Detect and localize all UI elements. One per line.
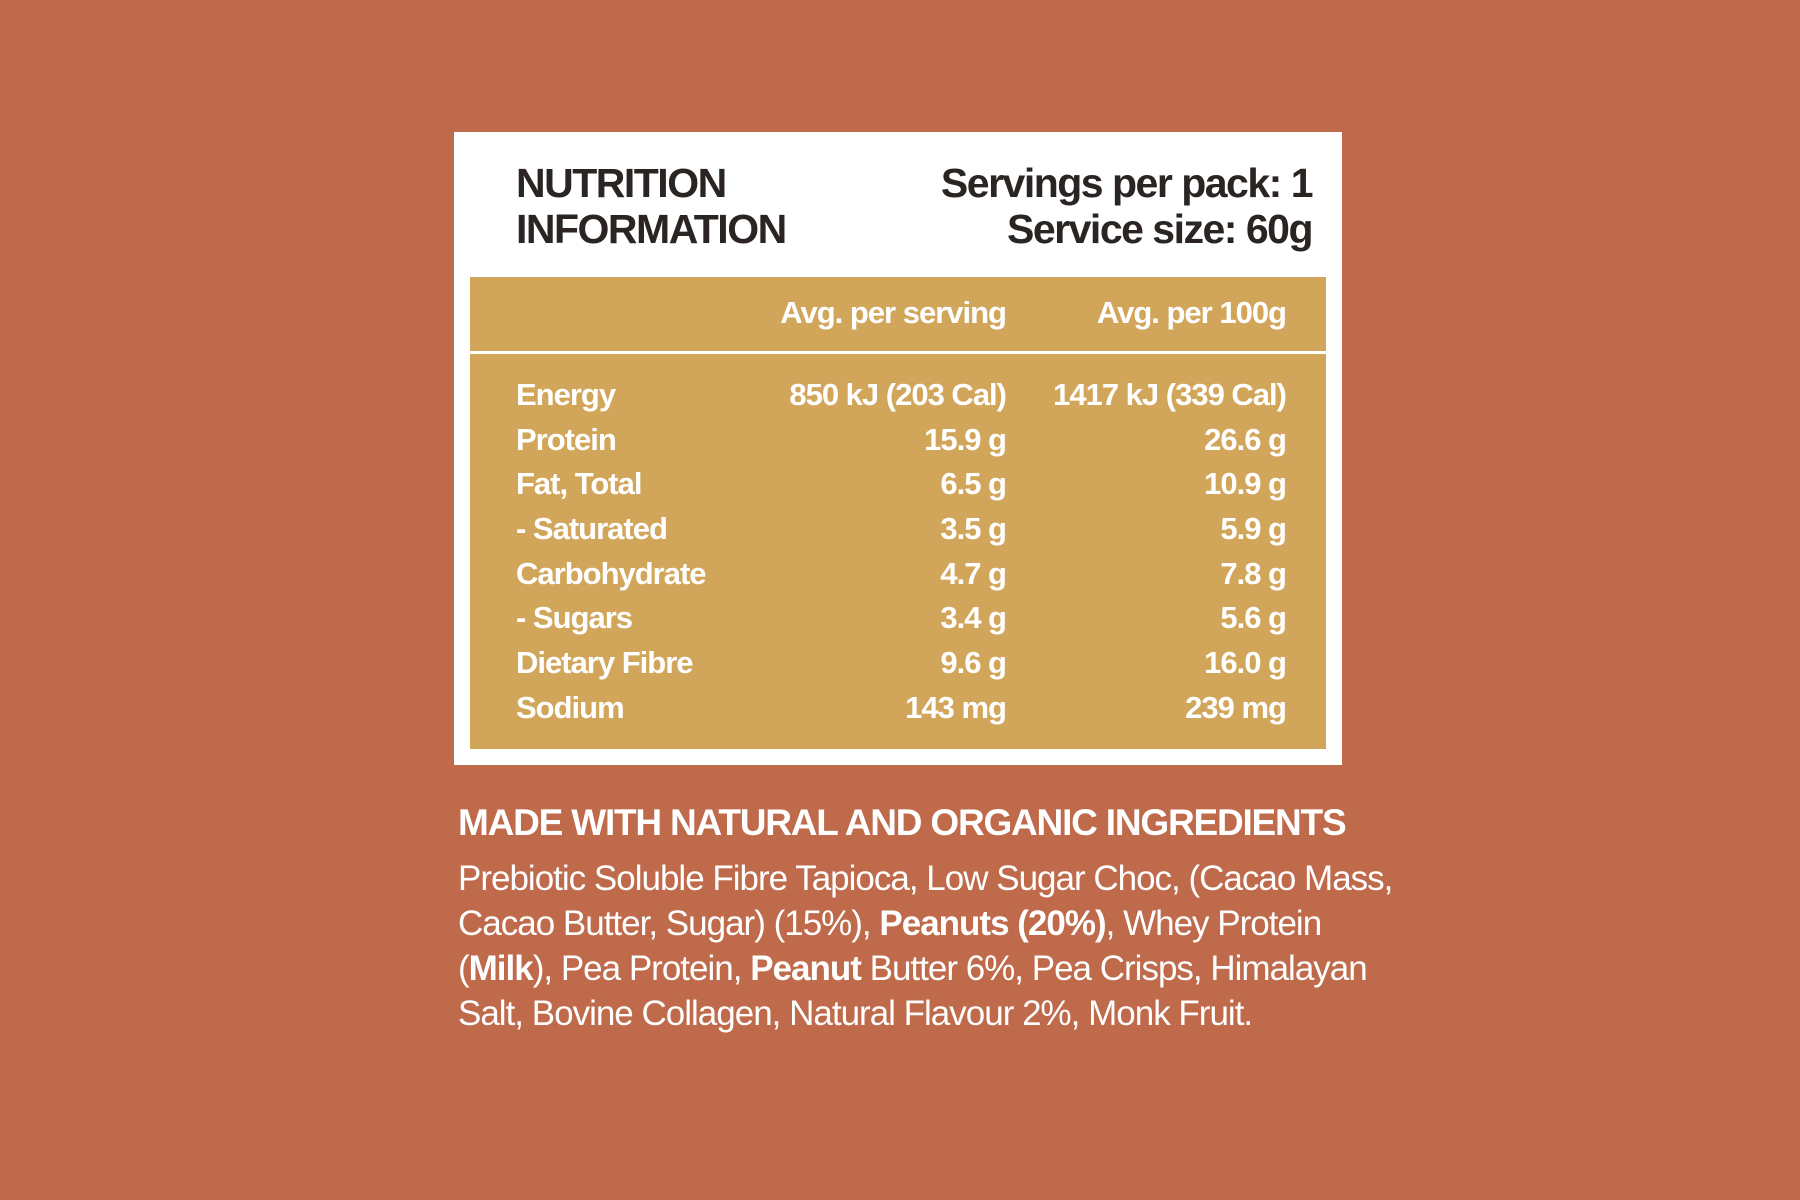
table-header: Avg. per serving Avg. per 100g bbox=[470, 277, 1326, 354]
nutrient-name: Sodium bbox=[516, 689, 625, 725]
value-per-serving: 850 kJ (203 Cal) bbox=[789, 377, 1007, 412]
table-row: Protein 15.9 g 26.6 g bbox=[470, 422, 1326, 467]
ingredients-line-3: (Milk), Pea Protein, Peanut Butter 6%, P… bbox=[458, 946, 1368, 991]
nutrient-name: Protein bbox=[516, 421, 617, 457]
ingredients-line-1: Prebiotic Soluble Fibre Tapioca, Low Sug… bbox=[458, 859, 1393, 898]
value-per-serving: 15.9 g bbox=[924, 421, 1007, 457]
nutrient-name: Fat, Total bbox=[516, 466, 642, 502]
value-per-serving: 3.4 g bbox=[940, 600, 1007, 636]
nutrient-name: - Sugars bbox=[516, 600, 633, 636]
table-body: Energy 850 kJ (203 Cal) 1417 kJ (339 Cal… bbox=[470, 377, 1326, 735]
value-per-100g: 26.6 g bbox=[1204, 421, 1287, 457]
value-per-100g: 1417 kJ (339 Cal) bbox=[1053, 377, 1287, 412]
ingredients-heading: MADE WITH NATURAL AND ORGANIC INGREDIENT… bbox=[458, 802, 1347, 843]
nutrient-name: Dietary Fibre bbox=[516, 645, 694, 681]
value-per-serving: 143 mg bbox=[905, 689, 1007, 725]
ingredients-segment: ( bbox=[458, 949, 470, 988]
nutrient-name: Carbohydrate bbox=[516, 555, 707, 591]
value-per-100g: 7.8 g bbox=[1220, 555, 1287, 591]
value-per-serving: 4.7 g bbox=[940, 555, 1007, 591]
table-row: Carbohydrate 4.7 g 7.8 g bbox=[470, 556, 1326, 601]
ingredients-text: Prebiotic Soluble Fibre Tapioca, Low Sug… bbox=[458, 856, 1393, 1036]
value-per-100g: 16.0 g bbox=[1204, 645, 1287, 681]
value-per-100g: 10.9 g bbox=[1204, 466, 1287, 502]
value-per-serving: 3.5 g bbox=[940, 511, 1007, 547]
title-line-2: INFORMATION bbox=[516, 206, 787, 252]
nutrient-name: - Saturated bbox=[516, 511, 668, 547]
servings-per-pack: Servings per pack: 1 bbox=[940, 160, 1314, 206]
header-per-100g: Avg. per 100g bbox=[1096, 295, 1287, 330]
title-line-1: NUTRITION bbox=[516, 160, 727, 206]
table-row: - Sugars 3.4 g 5.6 g bbox=[470, 600, 1326, 645]
value-per-100g: 5.6 g bbox=[1220, 600, 1287, 636]
allergen-milk: Milk bbox=[468, 949, 534, 988]
table-row: Dietary Fibre 9.6 g 16.0 g bbox=[470, 645, 1326, 690]
ingredients-segment: , Whey Protein bbox=[1105, 904, 1323, 943]
nutrition-table: Avg. per serving Avg. per 100g Energy 85… bbox=[470, 277, 1326, 749]
nutrition-panel: NUTRITION INFORMATION Servings per pack:… bbox=[454, 132, 1342, 765]
service-size: Service size: 60g bbox=[1007, 206, 1313, 252]
table-row: Fat, Total 6.5 g 10.9 g bbox=[470, 466, 1326, 511]
value-per-100g: 239 mg bbox=[1185, 689, 1287, 725]
nutrient-name: Energy bbox=[516, 377, 616, 412]
value-per-serving: 6.5 g bbox=[940, 466, 1007, 502]
ingredients-segment: Cacao Butter, Sugar) (15%), bbox=[458, 904, 880, 943]
ingredients-segment: ), Pea Protein, bbox=[532, 949, 751, 988]
table-row: - Saturated 3.5 g 5.9 g bbox=[470, 511, 1326, 556]
table-row: Energy 850 kJ (203 Cal) 1417 kJ (339 Cal… bbox=[470, 377, 1326, 422]
allergen-peanut: Peanut bbox=[750, 949, 862, 988]
table-row: Sodium 143 mg 239 mg bbox=[470, 690, 1326, 735]
serving-info: Servings per pack: 1 Service size: 60g bbox=[892, 160, 1314, 252]
ingredients-line-2: Cacao Butter, Sugar) (15%), Peanuts (20%… bbox=[458, 901, 1358, 946]
nutrition-title: NUTRITION INFORMATION bbox=[516, 160, 936, 252]
allergen-peanuts: Peanuts (20%) bbox=[879, 904, 1106, 943]
value-per-serving: 9.6 g bbox=[940, 645, 1007, 681]
header-per-serving: Avg. per serving bbox=[780, 295, 1007, 330]
ingredients-line-4: Salt, Bovine Collagen, Natural Flavour 2… bbox=[458, 994, 1253, 1033]
ingredients-segment: Butter 6%, Pea Crisps, Himalayan bbox=[860, 949, 1368, 988]
value-per-100g: 5.9 g bbox=[1220, 511, 1287, 547]
